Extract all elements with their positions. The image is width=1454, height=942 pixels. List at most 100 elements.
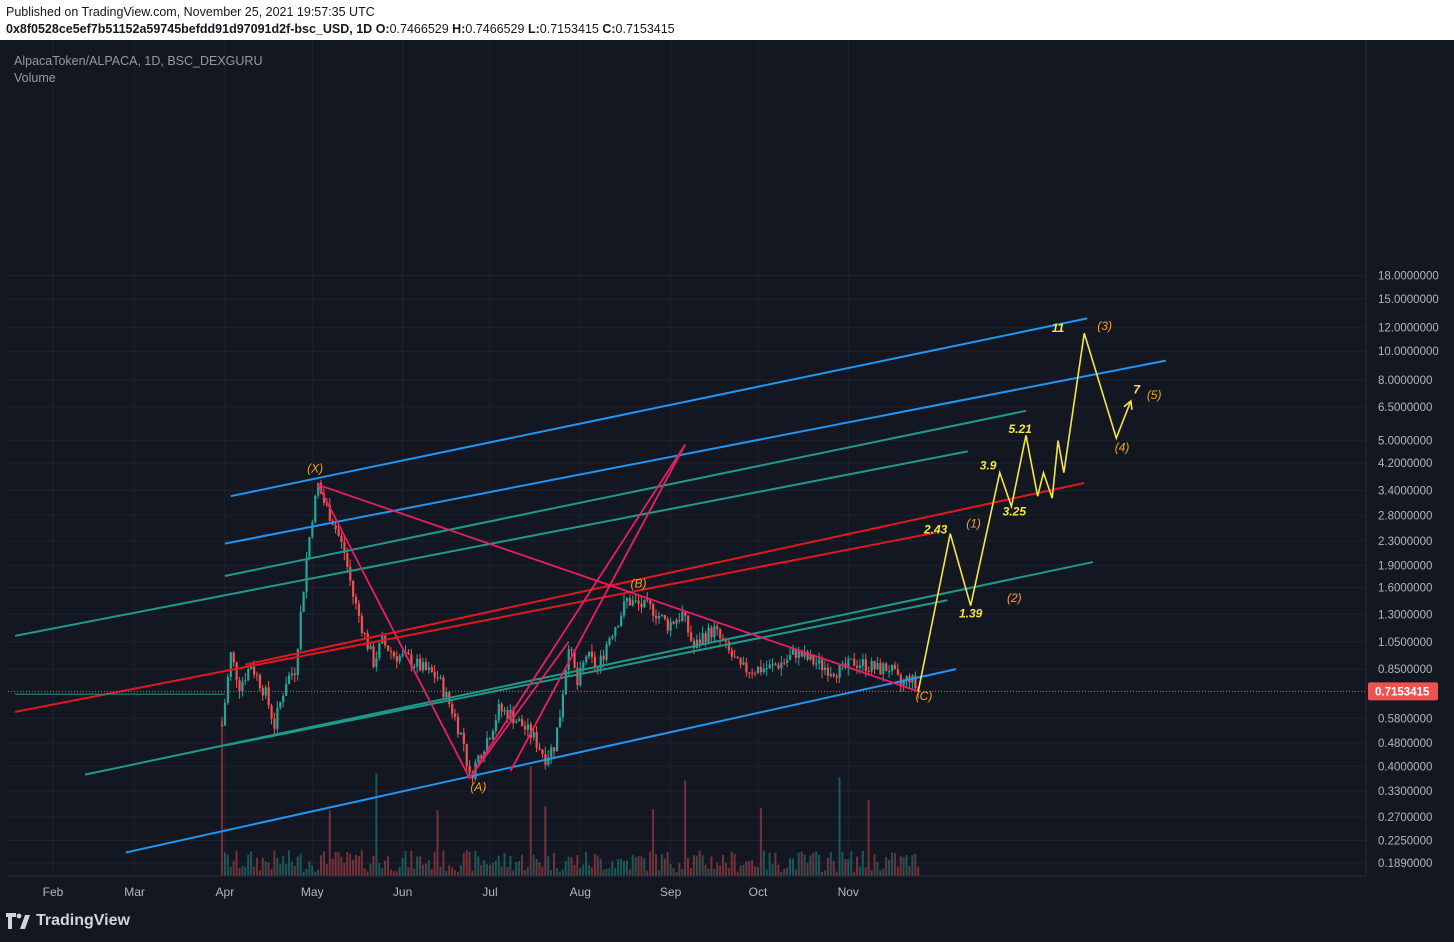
candle-body: [896, 669, 900, 675]
volume-bar: [378, 862, 381, 876]
candle-body: [745, 662, 748, 673]
candle-body: [436, 677, 439, 679]
tradingview-brand: TradingView: [36, 912, 130, 929]
candle-body: [762, 668, 765, 673]
legend-volume[interactable]: Volume: [14, 71, 56, 85]
volume-bar: [867, 799, 870, 876]
candle-body: [905, 676, 908, 681]
channel-line-teal: [84, 561, 1094, 776]
volume-bar: [777, 864, 780, 876]
volume-bar: [535, 859, 538, 876]
volume-bar: [768, 852, 771, 876]
time-tick-label: Apr: [216, 885, 235, 899]
last-price-label: 0.7153415: [1375, 686, 1430, 698]
volume-bar: [908, 866, 911, 876]
volume-bar: [573, 864, 576, 876]
volume-bar: [232, 861, 235, 876]
volume-bar: [818, 855, 821, 876]
candle-body: [821, 659, 824, 670]
candle-body: [672, 621, 675, 624]
candle-body: [494, 720, 497, 732]
candle-body: [311, 522, 314, 538]
candle-body: [853, 658, 856, 666]
volume-bar: [687, 857, 690, 876]
volume-bar: [226, 854, 229, 876]
candle-body: [555, 727, 559, 752]
candle-body: [590, 651, 594, 657]
candle-body: [646, 599, 649, 601]
candle-body: [541, 749, 544, 755]
candle-body: [250, 666, 253, 670]
price-axis-background: [1366, 40, 1454, 904]
candle-body: [631, 600, 634, 606]
volume-bar: [512, 870, 515, 876]
candle-body: [701, 633, 704, 644]
candle-body: [506, 710, 509, 720]
volume-bar: [413, 868, 416, 876]
volume-bar: [797, 852, 800, 876]
candle-body: [430, 667, 433, 673]
candle-body: [864, 659, 867, 672]
volume-bar: [914, 853, 917, 876]
time-tick-label: Aug: [570, 885, 591, 899]
volume-bar: [471, 870, 474, 876]
candle-body: [663, 615, 666, 620]
high-value: 0.7466529: [465, 22, 525, 36]
candle-body: [486, 738, 489, 752]
volume-bar: [302, 871, 305, 876]
candle-body: [707, 627, 710, 643]
volume-bar: [436, 810, 439, 876]
candle-body: [815, 663, 818, 665]
volume-bar: [882, 868, 885, 876]
candle-body: [692, 640, 696, 649]
price-chart[interactable]: (X) (A) (B) (C) (1) (2) (3) (4) (5) 2.43 1.39 3.9 3.…: [0, 40, 1454, 904]
candle-body: [736, 657, 739, 659]
volume-bar: [337, 852, 340, 876]
tradingview-logo[interactable]: TradingView: [6, 912, 130, 930]
candle-body: [401, 653, 404, 656]
candle-body: [282, 695, 285, 702]
candle-body: [829, 674, 833, 676]
candle-body: [695, 639, 698, 649]
candle-body: [305, 558, 308, 592]
volume-bar: [803, 854, 806, 876]
candle-body: [704, 633, 707, 643]
target-label: 1.39: [959, 606, 983, 620]
price-tick-label: 0.4800000: [1378, 738, 1432, 750]
volume-bar: [774, 852, 777, 876]
candle-body: [777, 664, 780, 669]
volume-bar: [352, 859, 355, 876]
volume-bar: [416, 856, 419, 876]
volume-bar: [550, 869, 553, 876]
candle-body: [733, 656, 736, 658]
candle-body: [643, 599, 646, 608]
candle-body: [526, 724, 530, 730]
volume-bars: [220, 716, 920, 876]
candle-body: [818, 659, 821, 664]
channel-line-blue: [125, 668, 957, 854]
volume-bar: [474, 851, 477, 876]
wave-label: (A): [470, 780, 486, 794]
candle-body: [529, 724, 532, 738]
price-candles: [220, 479, 920, 784]
volume-bar: [876, 861, 879, 876]
volume-bar: [273, 850, 276, 876]
candle-body: [427, 667, 430, 670]
wave-label: (X): [307, 462, 323, 476]
candle-body: [247, 669, 250, 681]
candle-body: [567, 649, 570, 670]
candle-body: [602, 655, 605, 660]
volume-bar: [285, 864, 288, 876]
candle-body: [500, 703, 503, 712]
candle-body: [424, 662, 428, 670]
candle-body: [754, 673, 757, 675]
candle-body: [518, 719, 521, 722]
pattern-line: [317, 483, 919, 693]
candle-body: [296, 649, 299, 676]
price-tick-label: 0.2250000: [1378, 836, 1432, 848]
projection-path: [917, 332, 1132, 692]
price-tick-label: 0.8500000: [1378, 664, 1432, 676]
volume-bar: [360, 850, 363, 876]
volume-bar: [488, 864, 491, 876]
symbol-ohlc-line: 0x8f0528ce5ef7b51152a59745befdd91d97091d…: [6, 22, 675, 36]
